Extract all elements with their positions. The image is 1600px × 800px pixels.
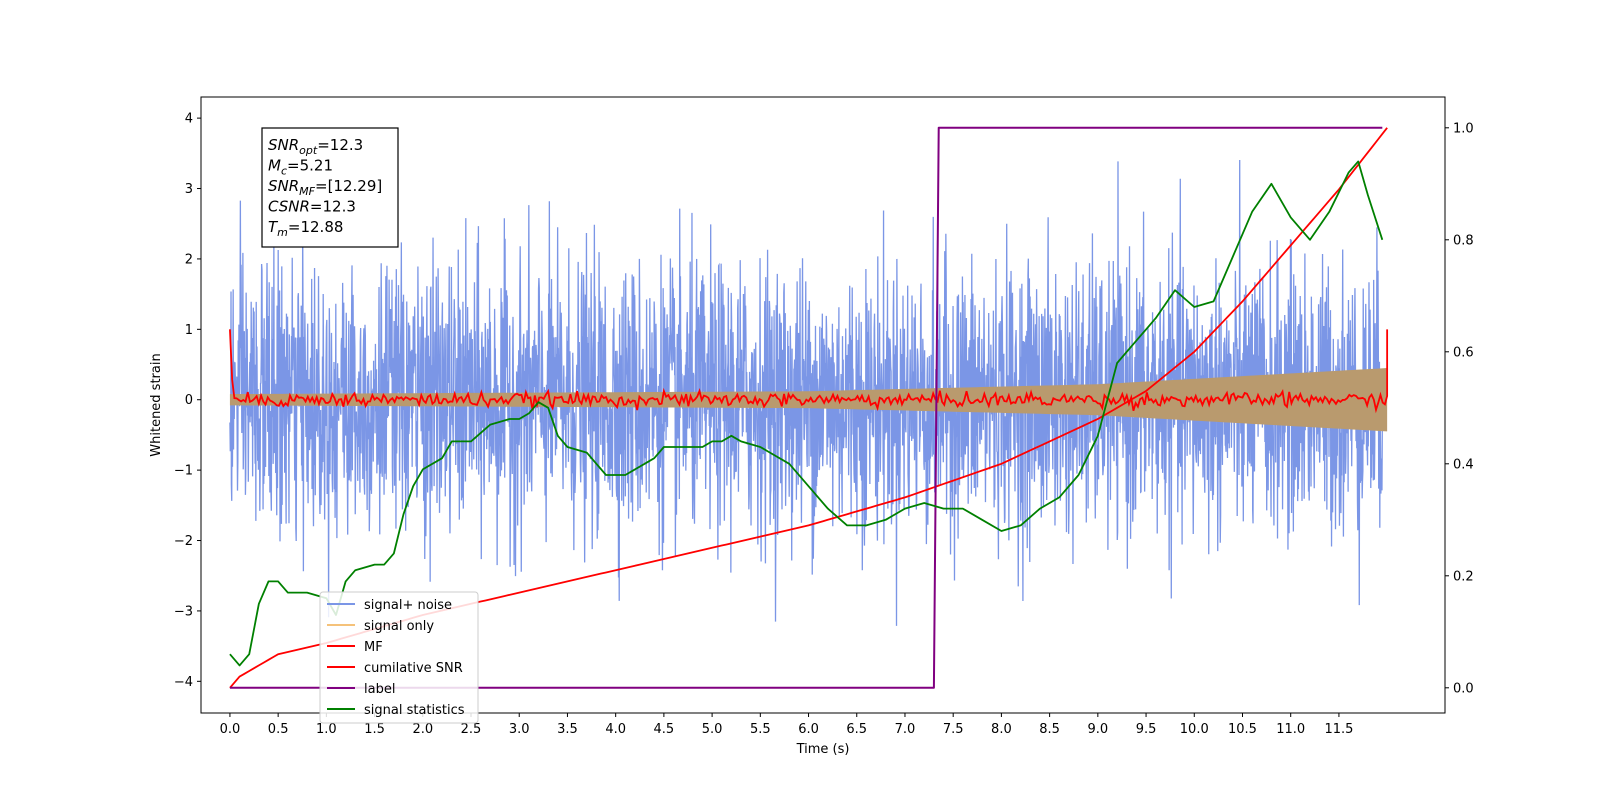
x-tick-label: 9.5 [1136,722,1157,737]
x-tick-label: 6.5 [846,722,867,737]
mf-line [229,329,1389,414]
y-tick-label: −1 [174,464,193,479]
y2-tick-label: 0.2 [1453,569,1474,584]
signal-statistics-series [229,160,1384,667]
x-tick-label: 0.5 [268,722,289,737]
y-tick-label: 1 [185,323,193,338]
x-tick-label: 7.5 [943,722,964,737]
annotation-line: Tm=12.88 [268,218,343,239]
x-tick-label: 10.5 [1228,722,1257,737]
mf-series [229,329,1389,414]
x-tick-label: 2.0 [412,722,433,737]
y2-tick-label: 0.4 [1453,457,1474,472]
x-tick-label: 8.0 [991,722,1012,737]
x-tick-label: 1.0 [316,722,337,737]
y-tick-label: 0 [185,393,193,408]
x-tick-label: 5.5 [750,722,771,737]
y2-tick-label: 0.6 [1453,345,1474,360]
y-tick-label: −2 [174,534,193,549]
y-tick-label: 4 [185,112,193,127]
legend-label: MF [364,640,383,655]
x-tick-label: 6.0 [798,722,819,737]
x-tick-label: 1.5 [364,722,385,737]
legend-label: signal statistics [364,703,465,718]
x-tick-label: 4.0 [605,722,626,737]
annotation-line: SNRMF=[12.29] [268,177,382,198]
legend-label: signal only [364,619,434,634]
legend-label: label [364,682,395,697]
legend-label: cumilative SNR [364,661,463,676]
x-tick-label: 10.0 [1180,722,1209,737]
x-tick-label: 4.5 [654,722,675,737]
x-tick-label: 8.5 [1039,722,1060,737]
legend: signal+ noise signal only MF cumilative SNR… [319,591,479,724]
annotation-line: Mc=5.21 [268,157,333,178]
x-tick-label: 5.0 [702,722,723,737]
x-tick-label: 2.5 [461,722,482,737]
annotation-frame [261,127,399,248]
y-tick-label: 3 [185,182,193,197]
x-tick-label: 0.0 [220,722,241,737]
x-axis-label: Time (s) [796,742,850,757]
legend-frame [319,591,479,724]
y-tick-label: 2 [185,252,193,267]
signal-statistics-line [229,160,1384,667]
annotation-line: SNRopt=12.3 [268,136,363,157]
x-tick-label: 3.0 [509,722,530,737]
x-tick-label: 9.0 [1087,722,1108,737]
y2-tick-label: 0.0 [1453,681,1474,696]
label-series [229,126,1383,689]
annotation-line: CSNR=12.3 [268,198,356,216]
y-tick-label: −4 [174,675,193,690]
y2-tick-label: 1.0 [1453,121,1474,136]
x-tick-label: 11.5 [1324,722,1353,737]
y-tick-label: −3 [174,604,193,619]
stats-annotation-box: SNRopt=12.3Mc=5.21SNRMF=[12.29]CSNR=12.3… [261,127,399,248]
plot-frame [200,96,1446,714]
label-line [229,126,1383,689]
y2-tick-label: 0.8 [1453,233,1474,248]
y-axis-label: Whitened strain [149,353,164,456]
axes: 0.0 0.5 1.0 1.5 2.0 2.5 3.0 3.5 4.0 4.5 5.0 5.5 6.0 6… [174,112,1474,737]
x-tick-label: 7.0 [895,722,916,737]
x-tick-label: 11.0 [1276,722,1305,737]
legend-label: signal+ noise [364,598,452,613]
x-tick-label: 3.5 [557,722,578,737]
